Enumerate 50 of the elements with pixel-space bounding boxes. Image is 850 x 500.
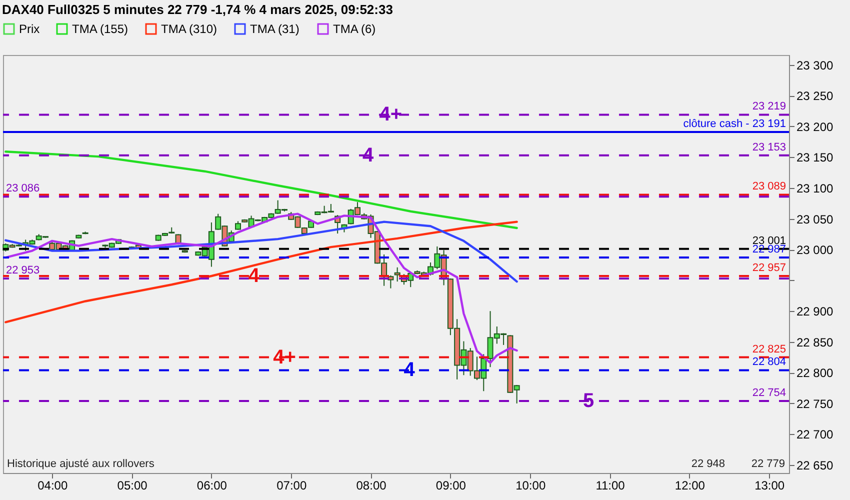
ref-line-label: 22 754 <box>752 386 786 399</box>
y-tick-label: 23 050 <box>796 212 834 226</box>
x-tick-label: 08:00 <box>356 478 387 492</box>
ref-line-label: 23 153 <box>752 141 786 154</box>
ref-line-label: 23 219 <box>752 100 786 113</box>
y-tick-label: 22 850 <box>796 335 834 350</box>
y-tick-label: 22 650 <box>796 458 834 472</box>
chart-title: DAX40 Full0325 5 minutes 22 779 -1,74 % 4 mars 2025, 09:52:33 <box>2 2 393 17</box>
x-tick-label: 13:00 <box>754 478 785 492</box>
annotation: 4 <box>248 265 260 288</box>
y-tick-label: 22 900 <box>796 304 834 319</box>
legend-label: TMA (155) <box>72 22 128 36</box>
x-tick-label: 06:00 <box>196 478 228 492</box>
legend-label: Prix <box>19 22 40 36</box>
ref-line-label: 22 825 <box>752 343 786 356</box>
annotation: 4 <box>404 359 416 382</box>
annotation: Historique ajusté aux rollovers <box>7 458 155 470</box>
x-tick-label: 04:00 <box>38 478 68 492</box>
annotation: 22 779 <box>751 458 785 470</box>
line-series <box>4 220 518 324</box>
ref-line-label: 23 086 <box>6 182 40 195</box>
x-tick-label: 05:00 <box>117 478 148 492</box>
line-series <box>4 212 518 364</box>
candlestick <box>394 266 400 282</box>
line-series <box>4 220 518 283</box>
x-tick-label: 10:00 <box>516 478 546 492</box>
ref-line-label: 22 953 <box>6 264 40 276</box>
annotation: 22 948 <box>691 458 725 470</box>
y-tick-label: 22 750 <box>796 396 834 411</box>
y-tick-label: 23 150 <box>796 150 834 165</box>
x-tick-label: 11:00 <box>596 478 626 492</box>
ref-line-label: clôture cash - 23 191 <box>683 118 786 130</box>
x-tick-label: 09:00 <box>436 478 466 492</box>
annotation: 5 <box>582 390 594 412</box>
ref-line-label: 22 957 <box>752 262 786 274</box>
y-tick-label: 23 200 <box>796 120 834 134</box>
y-tick-label: 22 700 <box>796 428 834 442</box>
y-tick-label: 23 000 <box>796 243 834 258</box>
x-tick-label: 07:00 <box>276 478 307 492</box>
legend-label: TMA (6) <box>333 22 376 36</box>
ref-line-label: 22 987 <box>752 244 786 256</box>
x-tick-label: 12:00 <box>674 478 706 492</box>
legend-label: TMA (310) <box>161 22 218 36</box>
legend-label: TMA (31) <box>250 22 300 36</box>
y-tick-label: 22 800 <box>796 366 834 380</box>
ref-line-label: 22 804 <box>752 356 786 368</box>
y-tick-label: 23 300 <box>796 58 834 72</box>
y-tick-label: 23 250 <box>796 89 834 104</box>
y-tick-label: 23 100 <box>796 181 834 196</box>
ref-line-label: 23 089 <box>752 180 786 193</box>
